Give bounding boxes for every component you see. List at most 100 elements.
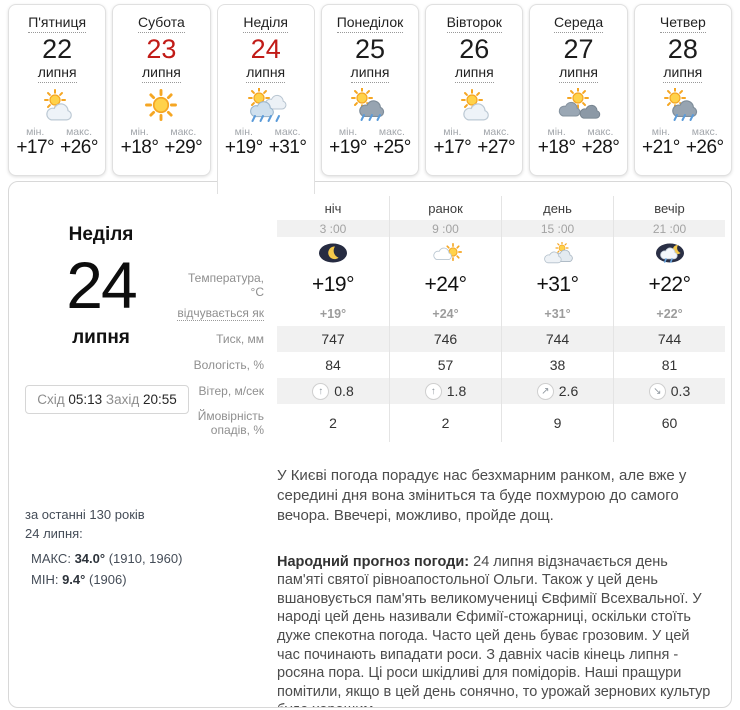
sun-cloud-rain-icon bbox=[663, 87, 697, 121]
sun-behind-cloud-icon bbox=[461, 88, 490, 121]
sun-dark-clouds-icon bbox=[558, 87, 600, 119]
day-summary-text: У Києві погода порадує нас безхмарним ра… bbox=[277, 467, 687, 524]
sun-cloud-heavy-rain-icon bbox=[247, 87, 287, 122]
wind-direction-icon: ↘ bbox=[648, 382, 666, 400]
tab-month: липня bbox=[350, 64, 390, 83]
table-header-row: ніч ранок день вечір bbox=[177, 196, 725, 220]
humidity-label: Вологість, % bbox=[193, 357, 264, 372]
max-temp: +26° bbox=[60, 136, 98, 158]
tab-day-label: Субота bbox=[138, 14, 185, 33]
climate-records: за останні 130 років 24 липня: МАК bbox=[25, 506, 182, 589]
selected-day-panel: Неділя 24 липня Схід 05:13 Захід 20:55 з… bbox=[8, 181, 732, 708]
cloudy-sun-icon bbox=[543, 242, 573, 264]
selected-day-month: липня bbox=[72, 327, 130, 349]
wind-direction-icon: ↑ bbox=[424, 382, 442, 400]
precipitation-row: Ймовірність опадів, % 2 2 9 60 bbox=[177, 404, 725, 442]
day-tab-tuesday[interactable]: Вівторок 26 липня мін. +17° макс. +27° bbox=[425, 4, 524, 176]
day-tab-sunday-selected[interactable]: Неділя 24 липня мін. +19° макс. +31° bbox=[216, 4, 315, 194]
tab-month: липня bbox=[246, 64, 286, 83]
folk-forecast-lead: Народний прогноз погоди: bbox=[277, 553, 470, 570]
tab-day-label: Вівторок bbox=[446, 14, 502, 33]
precipitation-label: Ймовірність опадів, % bbox=[197, 408, 264, 437]
max-temp: +29° bbox=[164, 136, 203, 158]
sunset-time: 20:55 bbox=[142, 392, 177, 408]
day-tab-saturday[interactable]: Субота 23 липня мін. +18° макс. +29° bbox=[112, 4, 211, 176]
min-temp: +19° bbox=[224, 136, 263, 158]
min-label: мін. bbox=[130, 125, 149, 138]
min-label: мін. bbox=[547, 125, 566, 138]
min-temp: +19° bbox=[329, 136, 367, 158]
min-label: мін. bbox=[651, 125, 671, 138]
feels-like-label[interactable]: відчувається як bbox=[177, 306, 264, 322]
max-label: макс. bbox=[483, 125, 510, 138]
table-time-row: 3 :00 9 :00 15 :00 21 :00 bbox=[177, 220, 725, 237]
sunrise-time: 05:13 bbox=[68, 392, 103, 408]
sunset-label: Захід bbox=[105, 392, 140, 408]
wind-row: Вітер, м/сек ↑ 0.8 ↑ 1.8 ↗ 2.6 ↘ 0.3 bbox=[177, 378, 725, 404]
min-temp: +17° bbox=[16, 136, 55, 158]
day-tab-friday[interactable]: П'ятниця 22 липня мін. +17° макс. +26° bbox=[8, 4, 107, 176]
temperature-row: Температура, °C +19° +24° +31° +22° bbox=[177, 269, 725, 301]
max-temp: +26° bbox=[685, 136, 724, 158]
day-tabs: П'ятниця 22 липня мін. +17° макс. +26° Суб… bbox=[8, 4, 732, 194]
day-tab-monday[interactable]: Понеділок 25 липня мін. +19° макс. +25° bbox=[320, 4, 420, 176]
col-day: день bbox=[501, 196, 613, 220]
max-temp: +31° bbox=[268, 136, 307, 158]
col-morning: ранок bbox=[389, 196, 501, 220]
max-label: макс. bbox=[66, 125, 93, 138]
col-night: ніч bbox=[324, 200, 342, 216]
max-label: макс. bbox=[274, 125, 301, 138]
tab-month: липня bbox=[141, 64, 181, 83]
records-period: за останні 130 років bbox=[25, 507, 145, 523]
sunny-icon bbox=[145, 88, 178, 121]
tab-date: 27 bbox=[563, 33, 594, 64]
col-evening: вечір bbox=[613, 196, 725, 220]
wind-label: Вітер, м/сек bbox=[198, 383, 264, 398]
tab-month: липня bbox=[663, 64, 703, 83]
min-label: мін. bbox=[234, 125, 253, 138]
max-label: макс. bbox=[587, 125, 614, 138]
night-cloud-rain-icon bbox=[655, 243, 684, 263]
selected-day-number: 24 bbox=[66, 248, 137, 322]
max-label: макс. bbox=[691, 125, 718, 138]
table-icon-row bbox=[177, 237, 725, 269]
max-temp: +25° bbox=[372, 136, 411, 158]
max-temp: +27° bbox=[477, 136, 516, 158]
time-day: 15 :00 bbox=[501, 220, 613, 237]
pressure-row: Тиск, мм 747 746 744 744 bbox=[177, 326, 725, 352]
tab-month: липня bbox=[559, 64, 598, 83]
min-temp: +21° bbox=[642, 136, 680, 158]
wind-direction-icon: ↑ bbox=[312, 382, 330, 400]
record-max: МАКС: 34.0° (1910, 1960) bbox=[31, 551, 183, 566]
max-temp: +28° bbox=[581, 136, 620, 158]
night-moon-icon bbox=[319, 243, 347, 263]
day-summary-column: Неділя 24 липня Схід 05:13 Захід 20:55 з… bbox=[25, 196, 189, 707]
day-tab-thursday[interactable]: Четвер 28 липня мін. +21° макс. +26° bbox=[633, 4, 732, 176]
min-temp: +18° bbox=[120, 136, 159, 158]
min-temp: +18° bbox=[537, 136, 576, 158]
tab-day-label: Неділя bbox=[243, 14, 289, 33]
tab-date: 24 bbox=[250, 33, 281, 64]
selected-day-heading: Неділя 24 липня bbox=[25, 224, 177, 349]
tab-month: липня bbox=[37, 64, 77, 83]
time-night: 3 :00 bbox=[277, 220, 389, 237]
tab-date: 28 bbox=[667, 33, 698, 64]
min-label: мін. bbox=[338, 125, 358, 138]
tab-day-label: Четвер bbox=[659, 14, 706, 33]
tab-date: 23 bbox=[146, 33, 177, 64]
day-tab-wednesday[interactable]: Середа 27 липня мін. +18° макс. +28° bbox=[529, 4, 628, 176]
tab-date: 26 bbox=[459, 33, 490, 64]
records-date: 24 липня: bbox=[25, 526, 83, 542]
record-min: МІН: 9.4° (1906) bbox=[31, 571, 127, 587]
forecast-detail-column: ніч ранок день вечір 3 :00 9 :00 15 :00 … bbox=[177, 196, 725, 707]
tab-date: 22 bbox=[42, 33, 73, 64]
tab-day-label: Понеділок bbox=[336, 14, 404, 33]
selected-day-name: Неділя bbox=[68, 224, 134, 245]
tab-month: липня bbox=[454, 64, 494, 83]
sun-behind-cloud-icon bbox=[44, 88, 72, 121]
max-label: макс. bbox=[378, 125, 405, 138]
sun-behind-cloud-icon bbox=[432, 242, 462, 262]
pressure-label: Тиск, мм bbox=[216, 331, 264, 346]
sunrise-sunset-box: Схід 05:13 Захід 20:55 bbox=[25, 385, 189, 415]
